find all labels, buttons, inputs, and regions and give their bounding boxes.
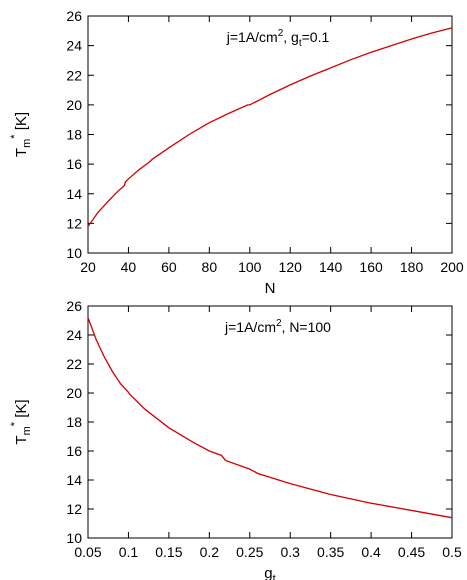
chart-panel-1: 20 40 60 80 100 120 140 160 180 200 10 12 14 16 18 20 22… [9,8,464,297]
x-tick-label: 0.2 [200,544,220,560]
y-tick-label: 16 [66,443,82,459]
x-tick-label: 0.05 [74,544,101,560]
y-tick-label: 18 [66,414,82,430]
x-axis-title: gt [264,565,275,580]
x-tick-label: 0.25 [236,544,263,560]
y-tick-label: 20 [66,385,82,401]
chart-panel-2: 0.05 0.1 0.15 0.2 0.25 0.3 0.35 0.4 0.45 0.5 10 12 1… [9,298,462,580]
x-tick-label: 0.1 [119,544,139,560]
y-axis-title: Tm* [K] [9,112,33,157]
y-tick-label: 16 [66,156,82,172]
y-tick-label: 12 [66,501,82,517]
y-tick-label: 22 [66,356,82,372]
x-tick-label: 80 [202,259,218,275]
y-tick-label: 14 [66,472,82,488]
chart-annotation: j=1A/cm2, N=100 [224,318,331,335]
y-tick-label: 22 [66,67,82,83]
y-tick-label: 12 [66,215,82,231]
plot-frame [87,305,453,539]
y-tick-label: 10 [66,245,82,261]
x-tick-label: 0.45 [398,544,425,560]
y-tick-label: 26 [66,8,82,24]
x-tick-label: 40 [121,259,137,275]
x-tick-label: 0.35 [317,544,344,560]
x-axis-title: N [265,280,276,297]
x-tick-label: 100 [238,259,262,275]
x-tick-label: 0.15 [155,544,182,560]
x-tick-label: 0.4 [361,544,381,560]
x-tick-label: 60 [161,259,177,275]
series-line [87,27,453,227]
x-tick-label: 20 [80,259,96,275]
series-line [87,317,453,519]
y-axis-title: Tm* [K] [9,399,33,444]
chart-annotation: j=1A/cm2, gt=0.1 [226,28,330,49]
y-tick-label: 18 [66,127,82,143]
y-tick-label: 10 [66,530,82,546]
x-tick-label: 160 [359,259,383,275]
x-tick-label: 180 [400,259,424,275]
y-tick-label: 24 [66,38,82,54]
y-tick-label: 20 [66,97,82,113]
x-tick-label: 0.5 [442,544,462,560]
x-tick-label: 120 [279,259,303,275]
y-tick-label: 14 [66,186,82,202]
x-tick-label: 0.3 [280,544,300,560]
x-tick-label: 200 [440,259,464,275]
y-tick-label: 24 [66,327,82,343]
y-tick-label: 26 [66,298,82,314]
plot-frame [87,15,453,254]
x-tick-label: 140 [319,259,343,275]
